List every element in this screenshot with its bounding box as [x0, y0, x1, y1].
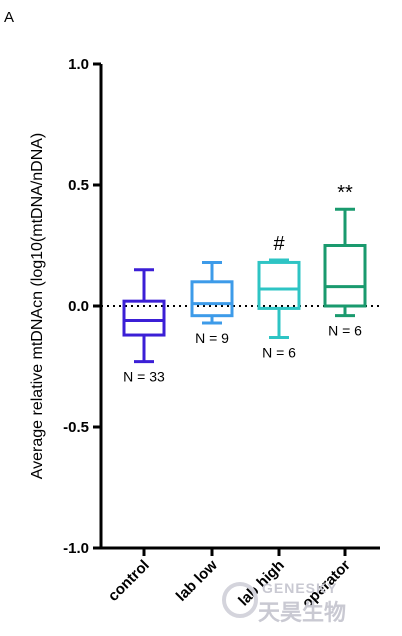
y-tick-label: 0.5 — [68, 177, 89, 194]
y-tick-label: 0.0 — [68, 298, 89, 315]
y-axis-label: Average relative mtDNAcn (log10(mtDNA/nD… — [29, 133, 46, 479]
n-label: N = 9 — [195, 330, 229, 346]
y-tick-label: 1.0 — [68, 56, 89, 73]
x-tick-label: control — [105, 557, 153, 605]
box-operator: N = 6 ** — [323, 182, 367, 339]
watermark-logo-icon — [222, 582, 258, 618]
iqr-box — [122, 299, 166, 337]
iqr-box — [190, 280, 234, 318]
watermark-text-cn: 天昊生物 — [258, 600, 346, 626]
y-tick-label: -1.0 — [63, 540, 89, 557]
watermark-text-en: GENESKY — [262, 580, 337, 596]
y-tick-label: -0.5 — [63, 419, 89, 436]
iqr-box — [323, 244, 367, 308]
box-series: N = 33 N = 9 N = 6 # N = 6 ** — [122, 182, 367, 385]
n-label: N = 33 — [123, 369, 165, 385]
box-control: N = 33 — [122, 268, 166, 385]
significance-marker: # — [273, 233, 285, 255]
panel-label: A — [4, 9, 14, 26]
iqr-box — [257, 260, 301, 310]
n-label: N = 6 — [262, 344, 296, 360]
significance-marker: ** — [337, 182, 353, 204]
n-label: N = 6 — [328, 323, 362, 339]
watermark: GENESKY 天昊生物 — [222, 580, 346, 626]
box-lab-low: N = 9 — [190, 260, 234, 346]
box-lab-high: N = 6 # — [257, 233, 301, 360]
x-tick-label: lab low — [173, 557, 221, 605]
